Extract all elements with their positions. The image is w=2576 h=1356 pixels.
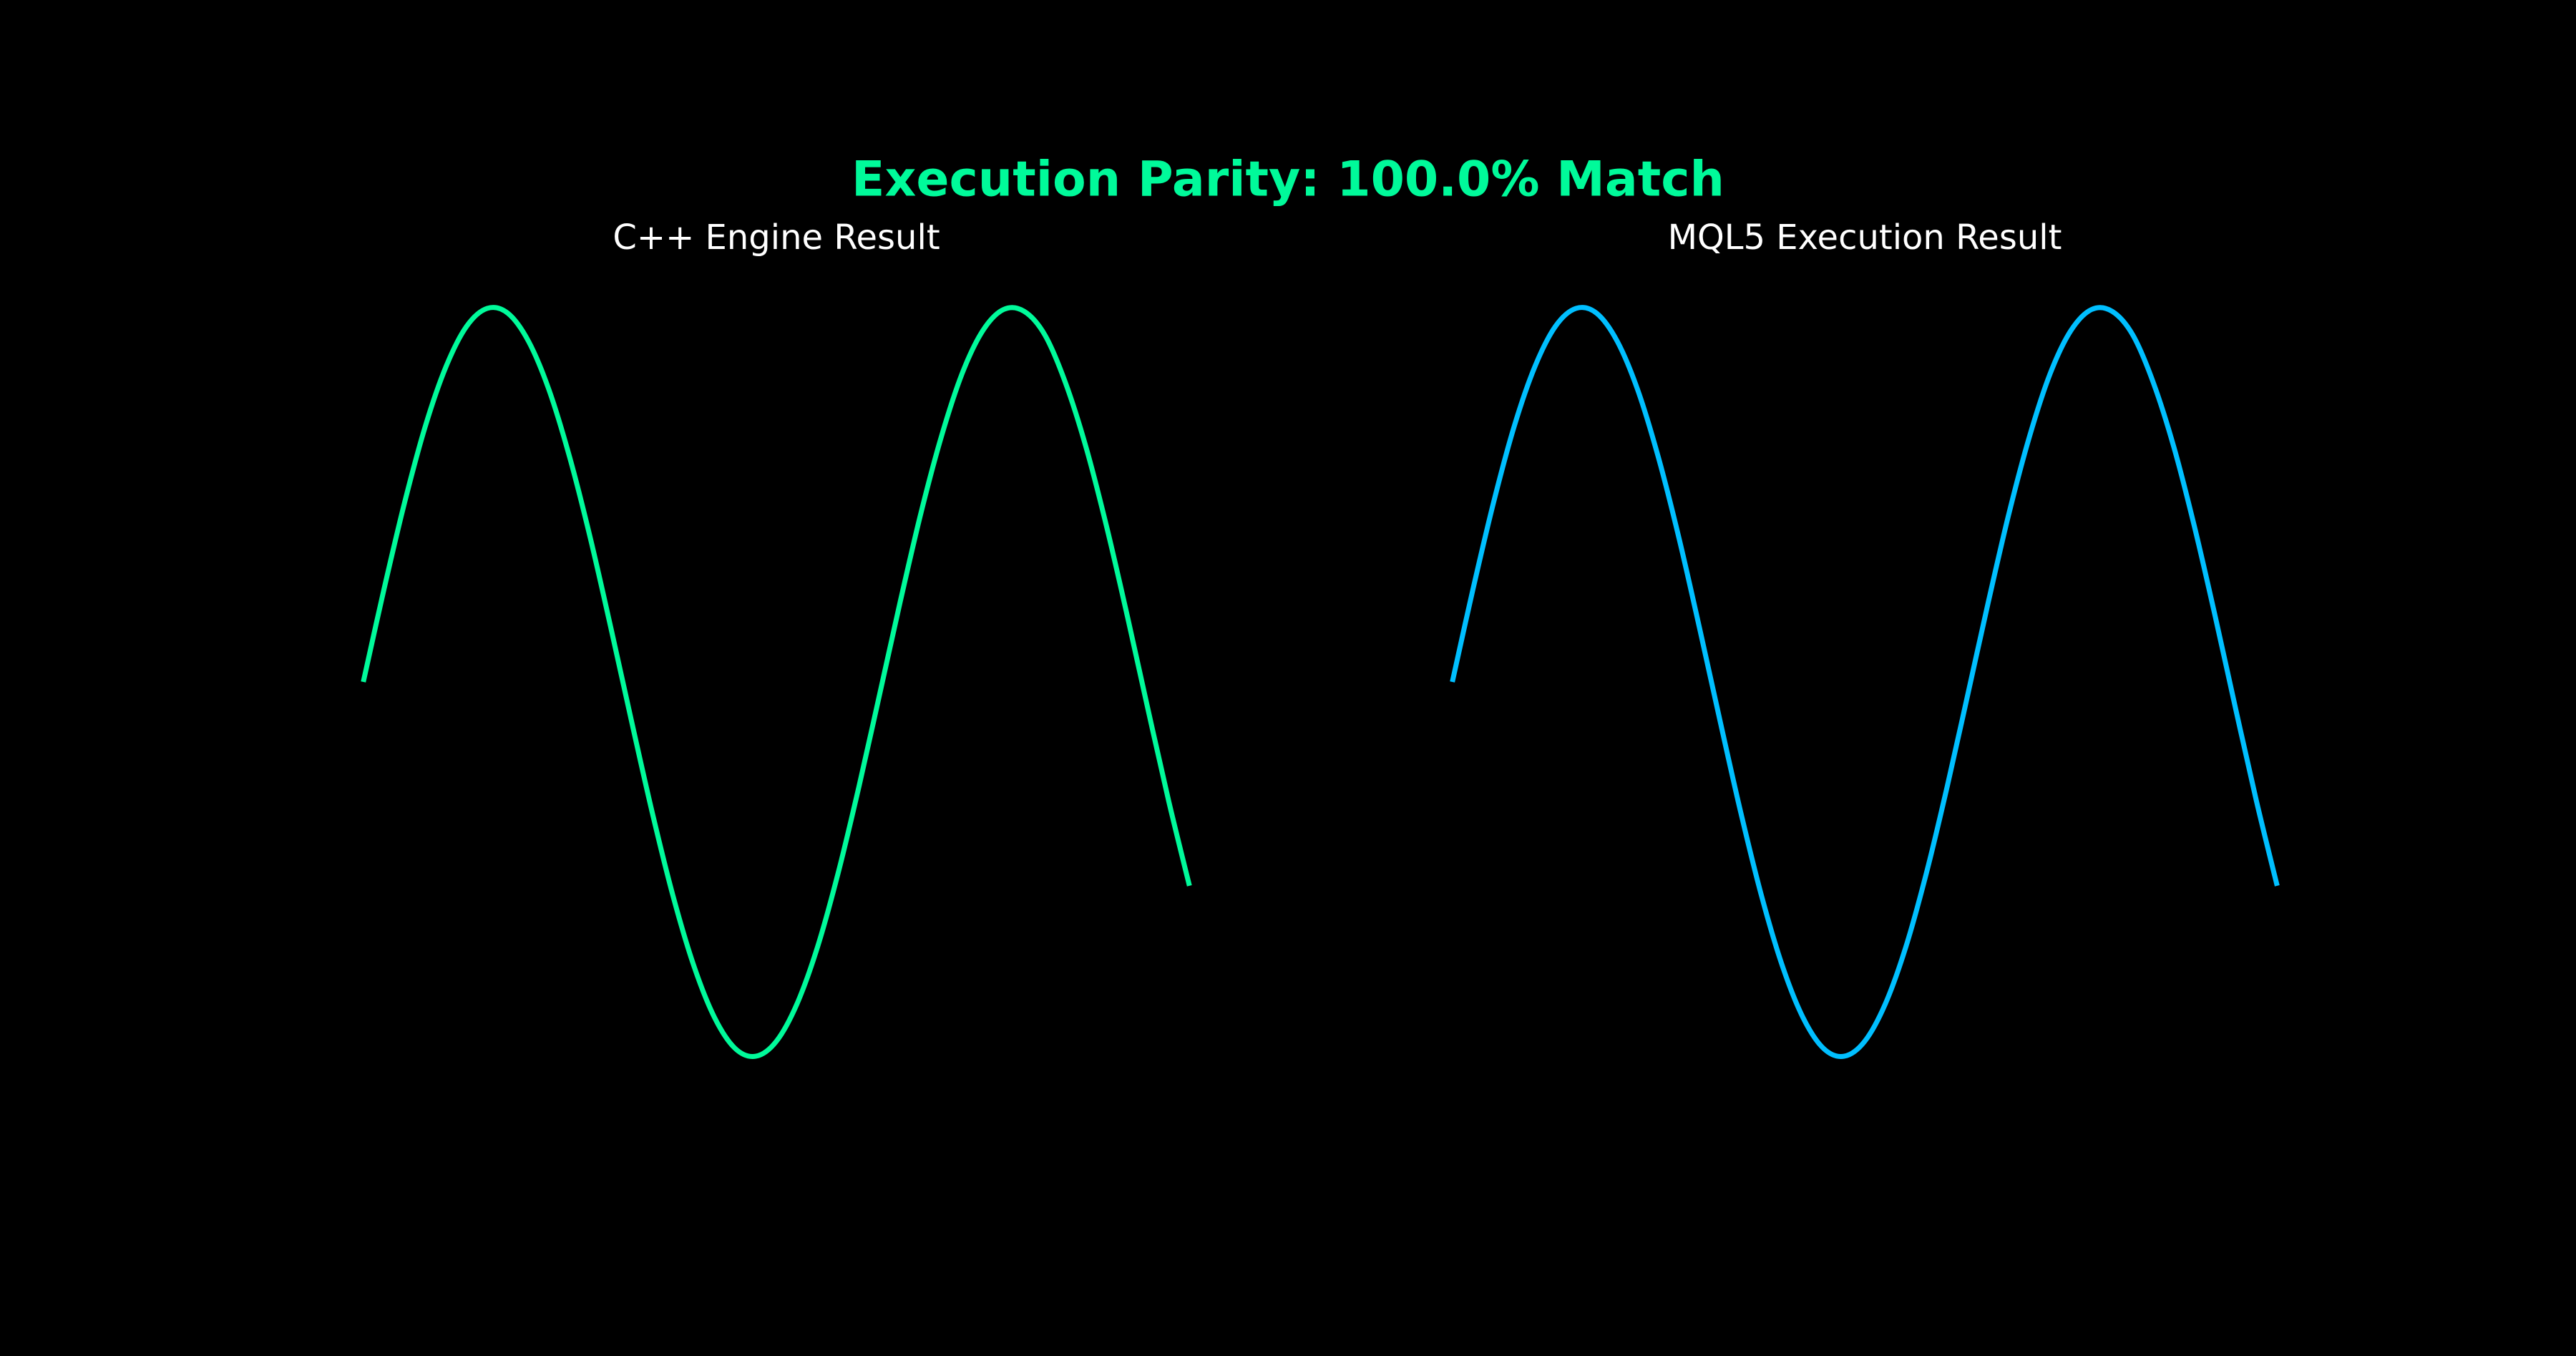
- line-series: [361, 305, 1192, 1059]
- line-series: [1450, 305, 2280, 1059]
- chart-title: C++ Engine Result: [613, 218, 940, 258]
- figure-title: Execution Parity: 100.0% Match: [852, 152, 1724, 208]
- chart-title: MQL5 Execution Result: [1668, 218, 2062, 258]
